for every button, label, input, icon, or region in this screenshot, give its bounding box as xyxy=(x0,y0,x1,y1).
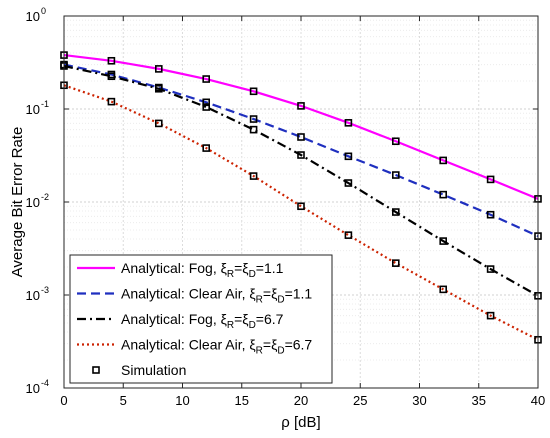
x-tick-label: 25 xyxy=(353,393,367,408)
simulation-marker xyxy=(344,119,353,127)
y-tick-exponent: -2 xyxy=(41,192,49,202)
legend-label-3: Analytical: Fog, ξR=ξD=6.7 xyxy=(121,311,284,331)
y-tick-exponent: -3 xyxy=(41,285,49,295)
x-tick-label: 15 xyxy=(235,393,249,408)
simulation-marker xyxy=(107,97,116,106)
x-tick-label: 35 xyxy=(472,393,486,408)
x-tick-label: 0 xyxy=(60,393,67,408)
simulation-marker xyxy=(297,133,305,141)
simulation-marker xyxy=(391,259,400,267)
legend-label-4: Analytical: Clear Air, ξR=ξD=6.7 xyxy=(121,337,312,357)
simulation-marker xyxy=(344,231,353,239)
simulation-marker xyxy=(439,285,448,294)
x-axis-label: ρ [dB] xyxy=(281,414,320,431)
simulation-marker xyxy=(486,175,495,184)
series-lines xyxy=(63,53,539,341)
legend-label-1: Analytical: Fog, ξR=ξD=1.1 xyxy=(121,260,284,280)
simulation-marker xyxy=(202,75,210,83)
legend-label-simulation: Simulation xyxy=(121,362,186,378)
simulation-marker xyxy=(249,115,258,123)
x-tick-label: 5 xyxy=(120,393,127,408)
series-line-3 xyxy=(63,64,539,297)
legend: Analytical: Fog, ξR=ξD=1.1 Analytical: Cl… xyxy=(69,254,333,384)
y-tick-label: 10 xyxy=(26,9,40,24)
simulation-marker xyxy=(155,119,163,128)
simulation-marker xyxy=(344,152,353,161)
x-tick-label: 10 xyxy=(175,393,189,408)
simulation-marker xyxy=(297,102,305,110)
y-tick-label: 10 xyxy=(26,195,40,210)
legend-simulation-marker xyxy=(92,366,100,374)
simulation-marker xyxy=(202,144,210,152)
simulation-marker xyxy=(202,98,210,107)
series-line-1 xyxy=(63,53,539,200)
simulation-marker xyxy=(202,103,210,111)
y-tick-exponent: -1 xyxy=(41,99,49,109)
simulation-marker xyxy=(391,137,400,146)
simulation-marker xyxy=(344,179,353,187)
y-tick-exponent: -4 xyxy=(41,378,49,388)
series-line-4 xyxy=(63,84,539,341)
simulation-marker xyxy=(249,172,258,180)
simulation-marker xyxy=(439,237,448,245)
simulation-marker xyxy=(249,125,258,134)
legend-box xyxy=(69,254,333,384)
simulation-marker xyxy=(439,190,448,199)
simulation-marker xyxy=(486,311,495,320)
simulation-marker xyxy=(249,87,258,96)
simulation-marker xyxy=(297,151,305,159)
simulation-marker xyxy=(297,202,305,211)
legend-label-2: Analytical: Clear Air, ξR=ξD=1.1 xyxy=(121,286,312,306)
simulation-marker xyxy=(107,72,116,81)
simulation-marker xyxy=(486,265,495,273)
y-axis-label: Average Bit Error Rate xyxy=(9,127,26,278)
x-tick-label: 30 xyxy=(412,393,426,408)
simulation-marker xyxy=(391,208,400,216)
y-tick-exponent: 0 xyxy=(41,6,46,16)
y-tick-label: 10 xyxy=(26,102,40,117)
simulation-marker xyxy=(391,171,400,179)
simulation-marker xyxy=(155,65,163,73)
simulation-marker xyxy=(155,84,163,93)
x-tick-label: 20 xyxy=(294,393,308,408)
x-tick-label: 40 xyxy=(531,393,545,408)
simulation-marker xyxy=(486,210,495,219)
y-tick-label: 10 xyxy=(26,288,40,303)
simulation-marker xyxy=(107,56,116,65)
simulation-marker xyxy=(439,156,448,165)
y-tick-label: 10 xyxy=(26,381,40,396)
